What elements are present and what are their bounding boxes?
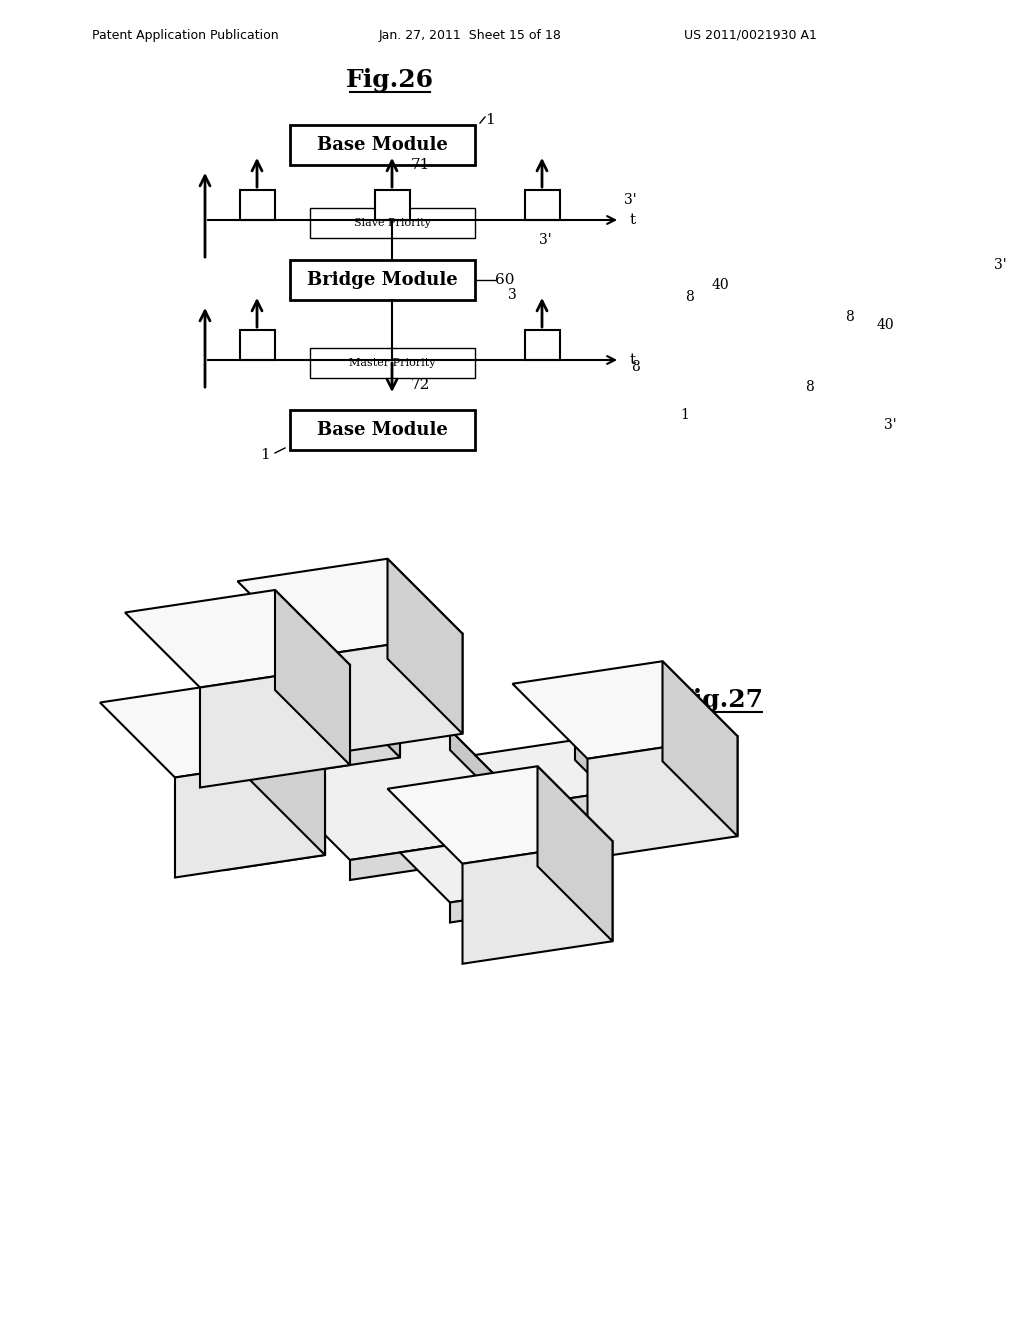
Text: Jan. 27, 2011  Sheet 15 of 18: Jan. 27, 2011 Sheet 15 of 18 bbox=[379, 29, 561, 41]
Polygon shape bbox=[200, 665, 350, 788]
Bar bbox=[310, 348, 475, 378]
Polygon shape bbox=[475, 741, 625, 805]
Text: Bridge Module: Bridge Module bbox=[307, 271, 458, 289]
Text: Fig.27: Fig.27 bbox=[676, 688, 764, 711]
Bar bbox=[525, 330, 560, 360]
Polygon shape bbox=[525, 789, 625, 825]
Text: 1: 1 bbox=[485, 114, 495, 127]
Polygon shape bbox=[125, 590, 350, 688]
Text: 1: 1 bbox=[681, 408, 689, 422]
Text: 3: 3 bbox=[508, 288, 517, 302]
Bar bbox=[290, 125, 475, 165]
Text: Base Module: Base Module bbox=[317, 421, 447, 440]
Polygon shape bbox=[300, 738, 400, 772]
Text: Slave Priority: Slave Priority bbox=[354, 218, 431, 228]
Bar bbox=[310, 209, 475, 238]
Text: Master Priority: Master Priority bbox=[349, 358, 436, 368]
Bar bbox=[240, 190, 275, 220]
Polygon shape bbox=[225, 836, 325, 870]
Text: Patent Application Publication: Patent Application Publication bbox=[92, 29, 279, 41]
Text: 3': 3' bbox=[993, 257, 1007, 272]
Polygon shape bbox=[387, 766, 612, 863]
Polygon shape bbox=[512, 661, 737, 759]
Polygon shape bbox=[663, 661, 737, 837]
Bar bbox=[290, 260, 475, 300]
Bar bbox=[525, 190, 560, 220]
Bar bbox=[375, 190, 410, 220]
Text: 60: 60 bbox=[496, 273, 515, 286]
Text: 8: 8 bbox=[631, 360, 639, 374]
Text: Fig.26: Fig.26 bbox=[346, 69, 434, 92]
Polygon shape bbox=[275, 590, 350, 766]
Text: 40: 40 bbox=[877, 318, 894, 333]
Polygon shape bbox=[250, 680, 325, 855]
Text: 8: 8 bbox=[686, 290, 694, 304]
Text: 71: 71 bbox=[411, 158, 430, 172]
Text: 8: 8 bbox=[806, 380, 814, 393]
Polygon shape bbox=[250, 730, 550, 861]
Polygon shape bbox=[275, 785, 325, 855]
Polygon shape bbox=[463, 841, 612, 964]
Polygon shape bbox=[238, 558, 463, 656]
Polygon shape bbox=[250, 688, 400, 752]
Polygon shape bbox=[538, 766, 612, 941]
Polygon shape bbox=[175, 785, 325, 850]
Text: 3': 3' bbox=[539, 234, 551, 247]
Polygon shape bbox=[450, 730, 550, 850]
Text: Base Module: Base Module bbox=[317, 136, 447, 154]
Text: 3': 3' bbox=[624, 193, 636, 207]
Text: 8: 8 bbox=[846, 310, 854, 323]
Polygon shape bbox=[387, 558, 463, 734]
Polygon shape bbox=[350, 830, 550, 880]
Text: 40: 40 bbox=[712, 279, 729, 292]
Polygon shape bbox=[350, 688, 400, 758]
Text: 3': 3' bbox=[884, 418, 896, 432]
Text: 1: 1 bbox=[260, 447, 270, 462]
Polygon shape bbox=[400, 837, 550, 903]
Polygon shape bbox=[575, 741, 625, 810]
Bar bbox=[290, 411, 475, 450]
Polygon shape bbox=[588, 737, 737, 859]
Polygon shape bbox=[175, 755, 325, 878]
Polygon shape bbox=[500, 837, 550, 908]
Polygon shape bbox=[450, 887, 550, 923]
Text: t: t bbox=[630, 213, 636, 227]
Polygon shape bbox=[100, 680, 325, 777]
Text: t: t bbox=[630, 352, 636, 367]
Text: US 2011/0021930 A1: US 2011/0021930 A1 bbox=[684, 29, 816, 41]
Text: 72: 72 bbox=[411, 378, 430, 392]
Bar bbox=[240, 330, 275, 360]
Polygon shape bbox=[312, 634, 463, 756]
